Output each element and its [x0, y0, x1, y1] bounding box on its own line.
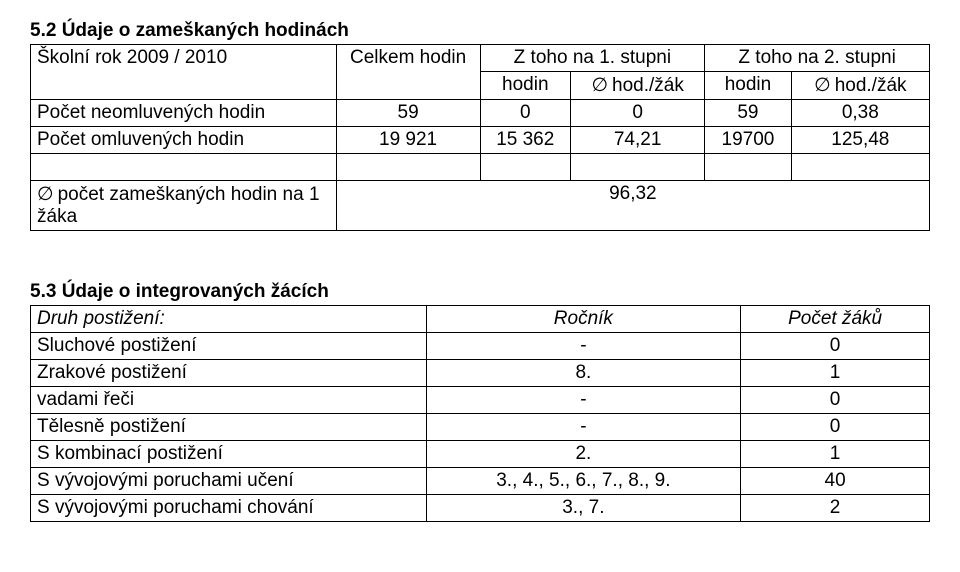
- cell-pocet: 1: [741, 360, 930, 387]
- table-row: Sluchové postižení - 0: [31, 333, 930, 360]
- subheader-hodin1: hodin: [480, 72, 571, 100]
- cell-h2: 59: [705, 100, 791, 127]
- table-row: Zrakové postižení 8. 1: [31, 360, 930, 387]
- cell-druh: Sluchové postižení: [31, 333, 427, 360]
- cell-rocnik: -: [426, 387, 741, 414]
- subheader-hodin2: hodin: [705, 72, 791, 100]
- cell-rocnik: -: [426, 414, 741, 441]
- table-row: vadami řeči - 0: [31, 387, 930, 414]
- cell-z2: 0,38: [791, 100, 929, 127]
- table-row: Tělesně postižení - 0: [31, 414, 930, 441]
- cell-rocnik: 2.: [426, 441, 741, 468]
- subheader-zak2: hod./žák: [791, 72, 929, 100]
- header-rocnik: Ročník: [426, 306, 741, 333]
- table-row: S vývojovými poruchami chování 3., 7. 2: [31, 495, 930, 522]
- section-5-3-title: 5.3 Údaje o integrovaných žácích: [30, 281, 930, 303]
- cell-rocnik: 8.: [426, 360, 741, 387]
- cell-pocet: 2: [741, 495, 930, 522]
- cell-rocnik: -: [426, 333, 741, 360]
- cell-rocnik: 3., 4., 5., 6., 7., 8., 9.: [426, 468, 741, 495]
- cell-celkem: 59: [336, 100, 480, 127]
- cell-druh: S vývojovými poruchami chování: [31, 495, 427, 522]
- cell-druh: vadami řeči: [31, 387, 427, 414]
- subheader-zak1: hod./žák: [571, 72, 705, 100]
- cell-pocet: 1: [741, 441, 930, 468]
- cell-pocet: 0: [741, 387, 930, 414]
- table-row: Počet neomluvených hodin 59 0 0 59 0,38: [31, 100, 930, 127]
- cell-pocet: 40: [741, 468, 930, 495]
- header-rok: Školní rok 2009 / 2010: [31, 45, 337, 100]
- table-row: S kombinací postižení 2. 1: [31, 441, 930, 468]
- table-5-3: Druh postižení: Ročník Počet žáků Slucho…: [30, 305, 930, 522]
- table-spacer-row: [31, 154, 930, 181]
- cell-druh: S kombinací postižení: [31, 441, 427, 468]
- cell-druh: Tělesně postižení: [31, 414, 427, 441]
- cell-z1: 74,21: [571, 127, 705, 154]
- header-celkem: Celkem hodin: [336, 45, 480, 100]
- table-row-avg: počet zameškaných hodin na 1 žáka 96,32: [31, 181, 930, 231]
- cell-h1: 15 362: [480, 127, 571, 154]
- cell-rocnik: 3., 7.: [426, 495, 741, 522]
- header-stupen1: Z toho na 1. stupni: [480, 45, 705, 72]
- table-5-2: Školní rok 2009 / 2010 Celkem hodin Z to…: [30, 44, 930, 231]
- header-stupen2: Z toho na 2. stupni: [705, 45, 930, 72]
- cell-celkem: 19 921: [336, 127, 480, 154]
- cell-avg-value: 96,32: [336, 181, 929, 231]
- cell-label: Počet neomluvených hodin: [31, 100, 337, 127]
- cell-z2: 125,48: [791, 127, 929, 154]
- cell-h1: 0: [480, 100, 571, 127]
- cell-z1: 0: [571, 100, 705, 127]
- cell-label: Počet omluvených hodin: [31, 127, 337, 154]
- cell-h2: 19700: [705, 127, 791, 154]
- table-row: Počet omluvených hodin 19 921 15 362 74,…: [31, 127, 930, 154]
- cell-avg-label: počet zameškaných hodin na 1 žáka: [31, 181, 337, 231]
- header-pocet: Počet žáků: [741, 306, 930, 333]
- cell-pocet: 0: [741, 333, 930, 360]
- header-druh: Druh postižení:: [31, 306, 427, 333]
- table-row: S vývojovými poruchami učení 3., 4., 5.,…: [31, 468, 930, 495]
- section-5-2-title: 5.2 Údaje o zameškaných hodinách: [30, 20, 930, 42]
- cell-druh: S vývojovými poruchami učení: [31, 468, 427, 495]
- cell-druh: Zrakové postižení: [31, 360, 427, 387]
- cell-pocet: 0: [741, 414, 930, 441]
